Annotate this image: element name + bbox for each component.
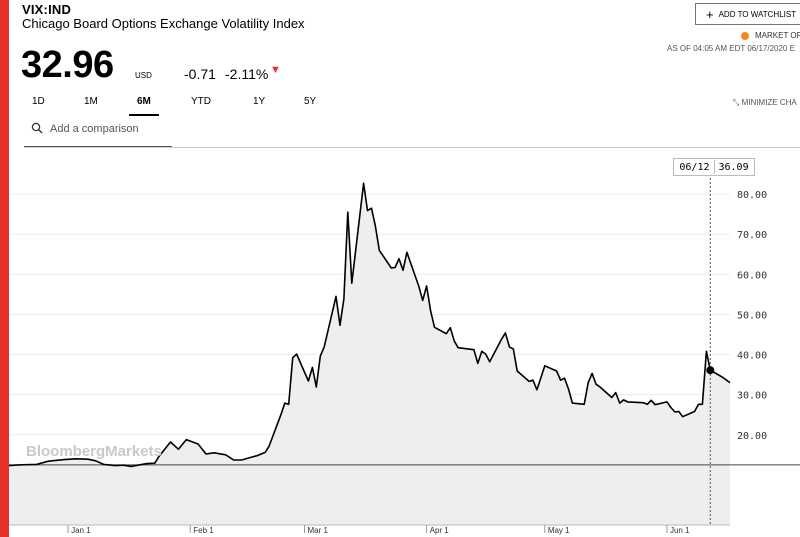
tab-6m[interactable]: 6M (137, 96, 151, 107)
currency-label: USD (135, 71, 152, 80)
active-tab-indicator (129, 114, 159, 116)
minimize-label: MINIMIZE CHA (741, 98, 797, 107)
tooltip-date: 06/12 (679, 161, 710, 173)
tooltip-separator (713, 160, 715, 174)
market-status-dot-icon (741, 31, 749, 40)
x-tick-label: Mar 1 (307, 526, 328, 535)
highlight-point (706, 366, 715, 375)
market-status-label: MARKET OP (755, 31, 800, 40)
series-line (8, 182, 731, 468)
crosshair-tooltip: 06/12 36.09 (673, 158, 755, 176)
tab-1d[interactable]: 1D (32, 96, 45, 107)
x-tick-label: Apr 1 (430, 526, 450, 535)
y-tick-label: 70.00 (737, 230, 767, 241)
last-price: 32.96 (21, 44, 114, 86)
add-comparison-input[interactable] (48, 122, 172, 136)
market-status: MARKET OP (741, 31, 800, 40)
y-tick-label: 20.00 (737, 431, 767, 442)
y-tick-label: 30.00 (737, 391, 767, 402)
y-tick-label: 60.00 (737, 270, 767, 281)
tooltip-value: 36.09 (718, 161, 749, 173)
add-to-watchlist-label: ADD TO WATCHLIST (718, 9, 797, 19)
tab-1y[interactable]: 1Y (253, 96, 266, 107)
x-tick-label: May 1 (548, 526, 570, 535)
accent-bar (0, 0, 9, 537)
minimize-chart-button[interactable]: ⤡ MINIMIZE CHA (733, 98, 797, 108)
watermark-logo: BloombergMarkets (26, 443, 162, 460)
price-change: -0.71 (184, 66, 216, 82)
x-tick-label: Jun 1 (670, 526, 690, 535)
y-tick-label: 40.00 (737, 351, 767, 362)
ticker-symbol: VIX:IND (22, 2, 72, 17)
toolbar-divider (24, 147, 800, 148)
y-tick-label: 50.00 (737, 310, 767, 321)
y-tick-label: 80.00 (737, 190, 767, 201)
plus-icon: + (706, 6, 714, 22)
minimize-icon: ⤡ (733, 98, 740, 107)
down-arrow-icon: ▼ (270, 64, 281, 76)
series-area (9, 183, 730, 526)
tab-1m[interactable]: 1M (84, 96, 98, 107)
add-to-watchlist-button[interactable]: + ADD TO WATCHLIST (695, 3, 800, 25)
search-icon (31, 122, 43, 134)
price-change-percent: -2.11% (225, 66, 269, 82)
comparison-search (24, 118, 172, 147)
tab-5y[interactable]: 5Y (304, 96, 317, 107)
tab-ytd[interactable]: YTD (191, 96, 211, 107)
as-of-timestamp: AS OF 04:05 AM EDT 06/17/2020 E (667, 44, 795, 53)
x-tick-label: Jan 1 (71, 526, 91, 535)
index-name: Chicago Board Options Exchange Volatilit… (22, 16, 305, 31)
x-tick-label: Feb 1 (193, 526, 214, 535)
